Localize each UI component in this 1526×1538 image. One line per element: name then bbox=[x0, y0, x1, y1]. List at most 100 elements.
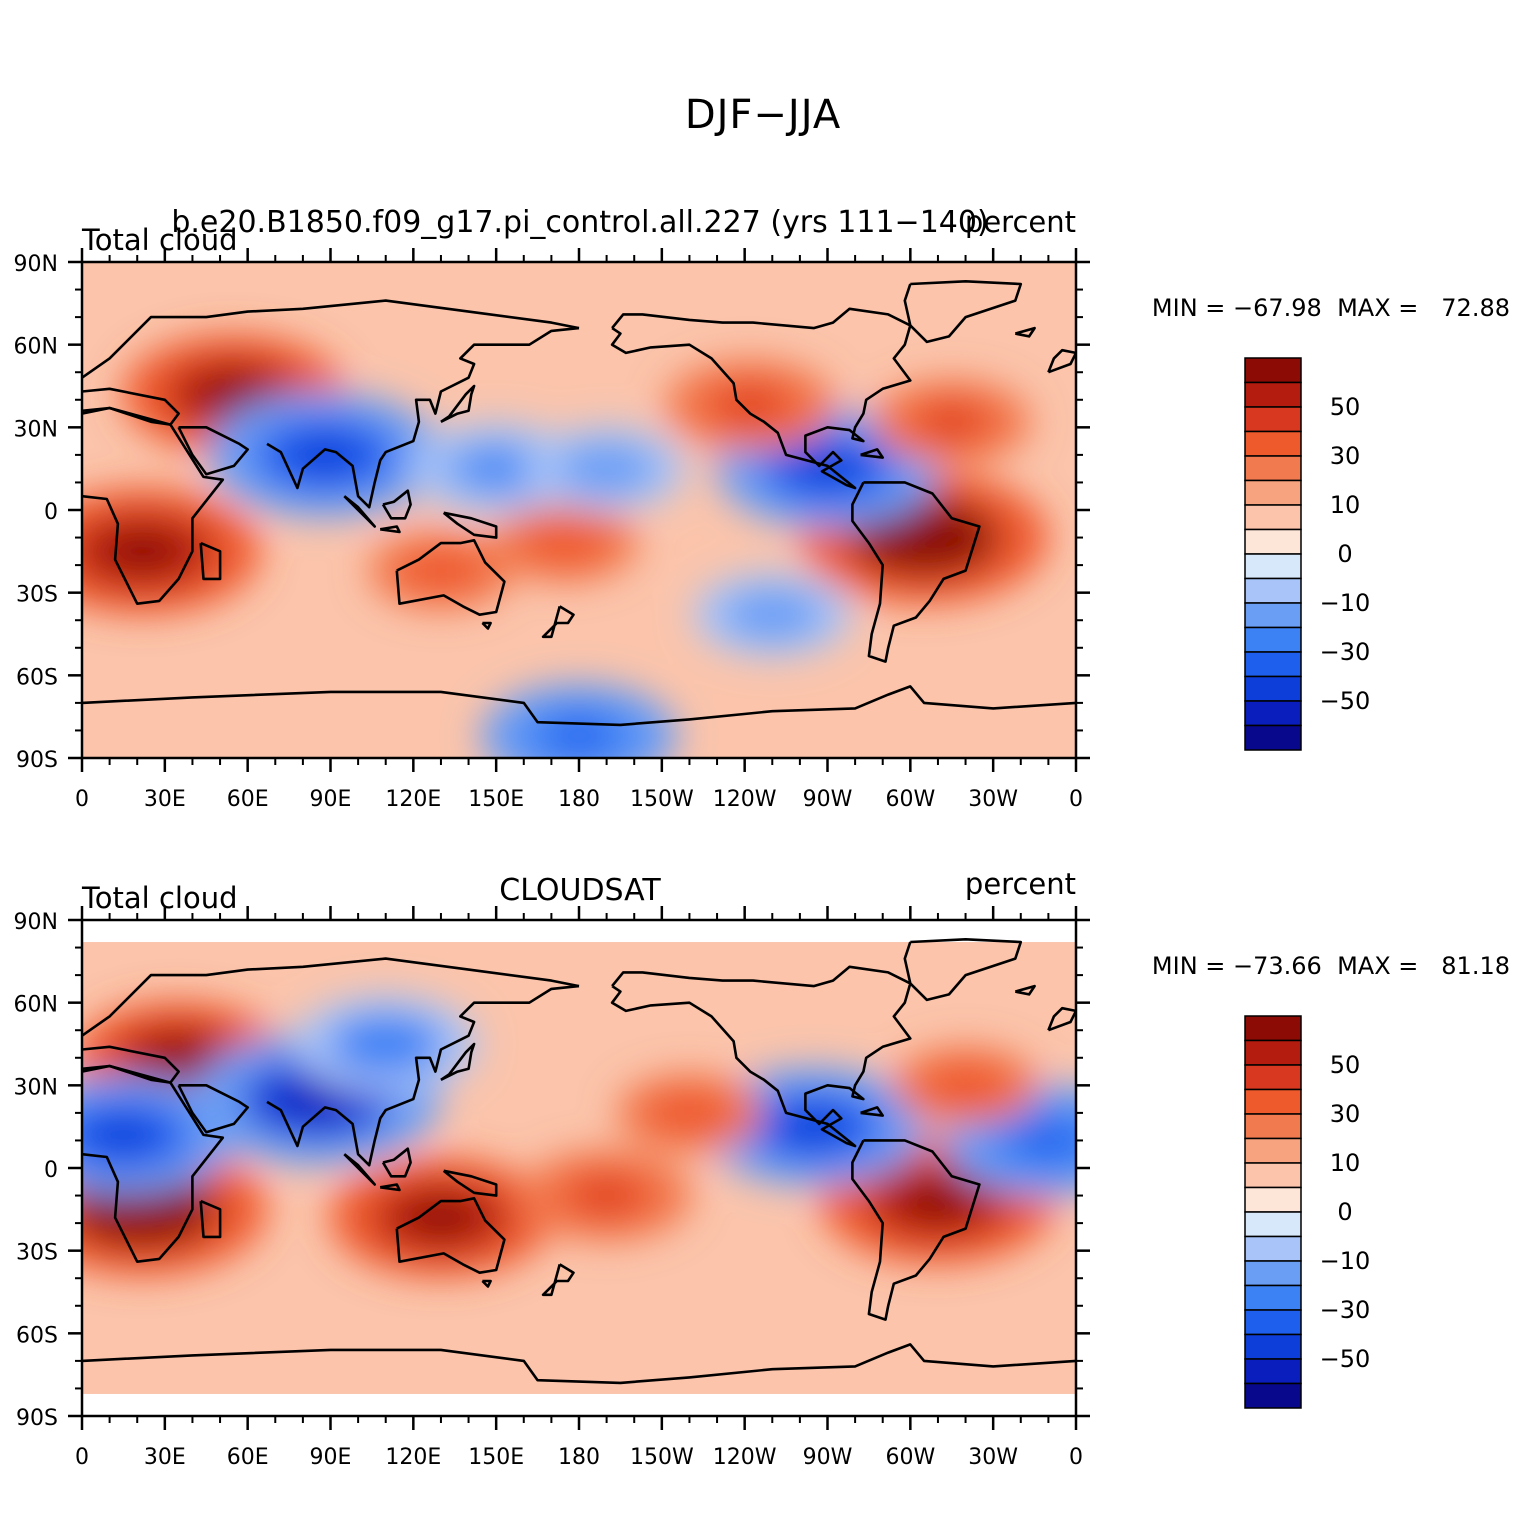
coastline bbox=[610, 307, 912, 490]
colorbar-label: 50 bbox=[1330, 393, 1361, 421]
field-blob bbox=[91, 1117, 156, 1153]
colorbar-swatch bbox=[1244, 651, 1302, 678]
colorbar-label: 50 bbox=[1330, 1051, 1361, 1079]
field-blob bbox=[582, 1182, 632, 1210]
x-tick-label: 30W bbox=[968, 1445, 1018, 1470]
field-blob bbox=[109, 532, 177, 570]
colorbar-swatch bbox=[1244, 724, 1302, 751]
coastline bbox=[442, 511, 498, 539]
x-tick-label: 30E bbox=[144, 1445, 186, 1470]
x-tick-label: 180 bbox=[558, 1445, 600, 1470]
y-tick-label: 90S bbox=[16, 748, 58, 773]
coastline bbox=[481, 1279, 492, 1288]
coastline bbox=[395, 1197, 506, 1274]
panel1-min-label: MIN = −67.98 bbox=[1151, 294, 1322, 322]
colorbar-label: −30 bbox=[1320, 638, 1371, 666]
coastline bbox=[440, 384, 476, 423]
colorbar-swatch bbox=[1244, 1088, 1302, 1115]
coastline bbox=[860, 448, 884, 459]
coastline bbox=[395, 539, 506, 616]
colorbar-swatch bbox=[1244, 504, 1302, 531]
field-blob bbox=[668, 1101, 711, 1125]
coastline bbox=[82, 1343, 1076, 1385]
coastline bbox=[379, 525, 401, 534]
colorbar-swatch bbox=[1244, 1358, 1302, 1385]
panel2-colorbar: 50 30 10 0 −10 −30 −50 bbox=[1244, 1015, 1371, 1409]
x-tick-label: 60E bbox=[227, 787, 269, 812]
coastline bbox=[1047, 348, 1076, 374]
colorbar-swatch bbox=[1244, 1186, 1302, 1213]
field-blob bbox=[944, 1073, 987, 1097]
colorbar-swatch bbox=[1244, 455, 1302, 482]
colorbar-label: 30 bbox=[1330, 442, 1361, 470]
colorbar-swatch bbox=[1244, 1039, 1302, 1066]
x-tick-label: 150E bbox=[468, 787, 524, 812]
field-blob bbox=[888, 518, 960, 558]
panel2-case-label: CLOUDSAT bbox=[499, 873, 661, 908]
x-tick-label: 90W bbox=[803, 787, 853, 812]
field-blob bbox=[928, 409, 975, 435]
x-tick-label: 90E bbox=[310, 787, 352, 812]
panel2-min-label: MIN = −73.66 bbox=[1151, 952, 1322, 980]
colorbar-swatch bbox=[1244, 700, 1302, 727]
field-blob bbox=[544, 531, 587, 555]
field-blob bbox=[148, 1041, 209, 1075]
colorbar-swatch bbox=[1244, 602, 1302, 629]
coastline bbox=[440, 1042, 476, 1081]
colorbar-swatch bbox=[1244, 553, 1302, 580]
coastline bbox=[177, 1084, 249, 1134]
panel2-units-label: percent bbox=[965, 867, 1076, 901]
x-tick-label: 150W bbox=[630, 1445, 694, 1470]
x-tick-label: 0 bbox=[75, 787, 89, 812]
coastline bbox=[343, 1153, 376, 1186]
colorbar-swatch bbox=[1244, 1064, 1302, 1091]
coastline bbox=[903, 280, 1023, 344]
x-tick-label: 30W bbox=[968, 787, 1018, 812]
coastline bbox=[381, 489, 412, 520]
colorbar-label: −50 bbox=[1320, 687, 1371, 715]
colorbar-swatch bbox=[1244, 1211, 1302, 1238]
panel1-units-label: percent bbox=[965, 205, 1076, 239]
colorbar-label: −30 bbox=[1320, 1296, 1371, 1324]
field-blob bbox=[419, 559, 462, 583]
field-blob bbox=[749, 602, 796, 628]
y-tick-label: 90N bbox=[14, 910, 58, 935]
x-tick-label: 0 bbox=[1069, 1445, 1083, 1470]
colorbar-swatch bbox=[1244, 1113, 1302, 1140]
coastline bbox=[379, 1183, 401, 1192]
colorbar-swatch bbox=[1244, 381, 1302, 408]
panel1-minmax: MIN = −67.98 MAX = 72.88 bbox=[1110, 294, 1510, 322]
colorbar-swatch bbox=[1244, 1162, 1302, 1189]
panel1-variable-label: Total cloud bbox=[81, 223, 237, 257]
colorbar-label: 0 bbox=[1337, 540, 1352, 568]
colorbar-label: −10 bbox=[1320, 589, 1371, 617]
y-tick-label: 90N bbox=[14, 252, 58, 277]
field-blob bbox=[1018, 1123, 1076, 1157]
field-blob bbox=[583, 456, 630, 482]
x-tick-label: 120E bbox=[385, 787, 441, 812]
y-tick-label: 0 bbox=[44, 500, 58, 525]
coastline bbox=[541, 605, 575, 639]
coastline bbox=[199, 1199, 222, 1239]
colorbar-swatch bbox=[1244, 406, 1302, 433]
colorbar-swatch bbox=[1244, 357, 1302, 384]
coastline bbox=[82, 406, 225, 605]
field-blob bbox=[359, 1029, 413, 1059]
y-tick-label: 30S bbox=[16, 583, 58, 608]
coastline bbox=[851, 481, 981, 663]
field-blob bbox=[409, 1200, 473, 1236]
x-tick-label: 150W bbox=[630, 787, 694, 812]
field-anomalies bbox=[82, 334, 1049, 758]
coastline bbox=[851, 1139, 981, 1321]
field-blob bbox=[904, 1182, 972, 1220]
panel1-case-label: b.e20.B1850.f09_g17.pi_control.all.227 (… bbox=[171, 205, 988, 240]
colorbar-swatch bbox=[1244, 1382, 1302, 1409]
coastline bbox=[381, 1147, 412, 1178]
colorbar-swatch bbox=[1244, 1309, 1302, 1336]
x-tick-label: 60W bbox=[885, 787, 935, 812]
x-tick-label: 60W bbox=[885, 1445, 935, 1470]
field-blob bbox=[550, 720, 608, 752]
y-tick-label: 60N bbox=[14, 335, 58, 360]
y-tick-label: 60N bbox=[14, 993, 58, 1018]
